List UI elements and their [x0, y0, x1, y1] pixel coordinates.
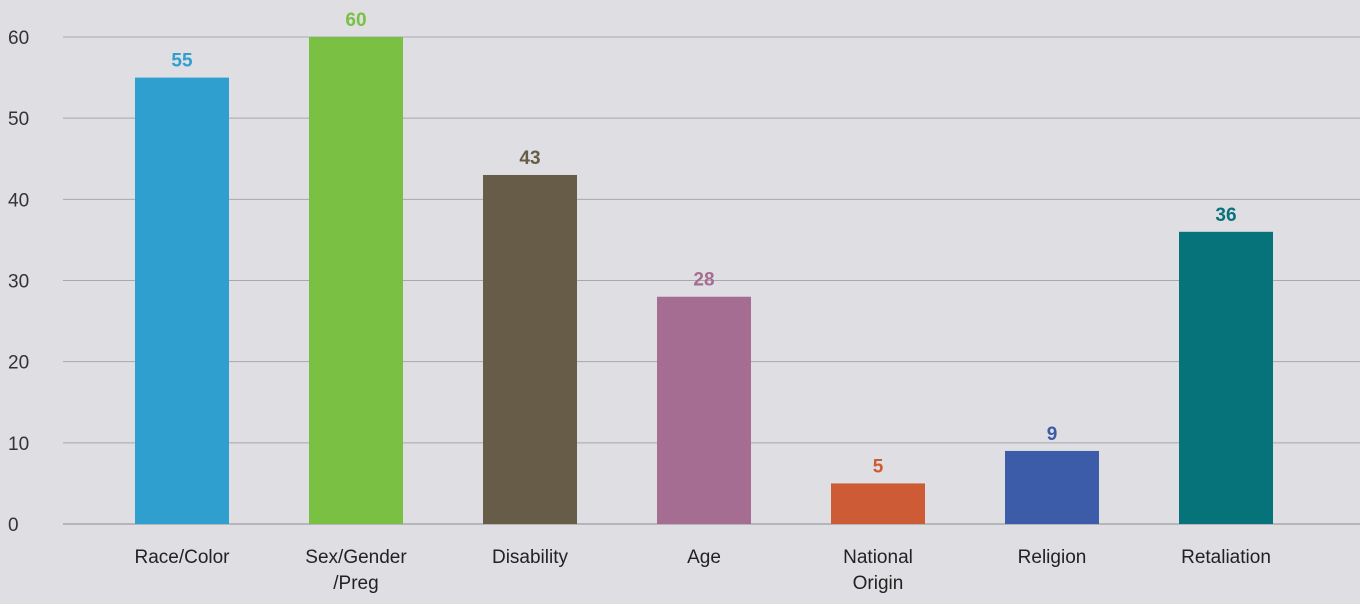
x-tick-label: Religion: [1018, 547, 1087, 568]
y-tick-label: 50: [8, 109, 29, 130]
bar: [1005, 450, 1099, 524]
bar: [831, 483, 925, 524]
bar: [1179, 231, 1273, 525]
y-tick-label: 0: [8, 515, 19, 536]
x-tick-label: Race/Color: [134, 547, 230, 568]
data-label: 5: [873, 456, 884, 477]
x-tick-label: Sex/Gender: [305, 547, 407, 568]
y-tick-label: 30: [8, 272, 29, 293]
x-tick-label: Origin: [853, 573, 904, 594]
data-label: 36: [1215, 205, 1236, 226]
y-tick-label: 40: [8, 190, 29, 211]
x-axis-ticks: Race/Color Sex/Gender/Preg Disability Age Na…: [134, 547, 1270, 594]
x-tick-label: Retaliation: [1181, 547, 1271, 568]
bars: [135, 37, 1273, 525]
data-label: 9: [1047, 424, 1058, 445]
data-label: 55: [171, 51, 193, 72]
x-tick-label: /Preg: [333, 573, 378, 594]
bar: [309, 37, 403, 524]
x-tick-label: Age: [687, 547, 721, 568]
y-tick-label: 20: [8, 353, 29, 374]
y-axis-ticks: 0 10 20 30 40 50 60: [8, 28, 29, 536]
data-label: 43: [519, 148, 540, 169]
y-tick-label: 60: [8, 28, 29, 49]
bar: [483, 174, 577, 524]
x-tick-label: Disability: [492, 547, 569, 568]
x-tick-label: National: [843, 547, 913, 568]
bar: [135, 77, 229, 524]
data-labels: 55 60 43 28 5 9 36: [171, 10, 1236, 477]
bar: [657, 296, 751, 524]
y-tick-label: 10: [8, 434, 29, 455]
data-label: 60: [345, 10, 366, 31]
data-label: 28: [693, 270, 714, 291]
